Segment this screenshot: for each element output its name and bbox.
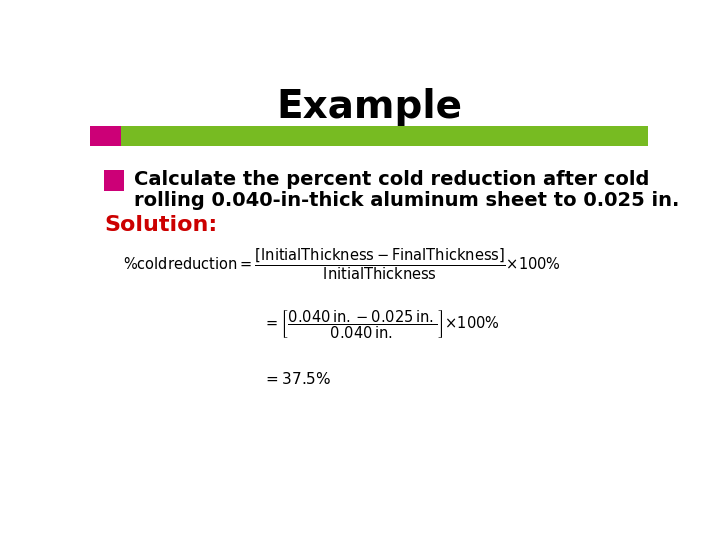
Text: $=\left[\dfrac{0.040\,\mathrm{in.}-0.025\,\mathrm{in.}}{0.040\,\mathrm{in.}}\rig: $=\left[\dfrac{0.040\,\mathrm{in.}-0.025… (263, 308, 500, 341)
FancyBboxPatch shape (121, 126, 648, 146)
Text: $=37.5\%$: $=37.5\%$ (263, 371, 331, 387)
Text: Example: Example (276, 87, 462, 126)
FancyBboxPatch shape (104, 170, 124, 191)
Text: rolling 0.040-in-thick aluminum sheet to 0.025 in.: rolling 0.040-in-thick aluminum sheet to… (133, 191, 679, 210)
Text: $\%\mathrm{coldreduction}{=}\dfrac{\left[\mathrm{InitialThickness}-\mathrm{Final: $\%\mathrm{coldreduction}{=}\dfrac{\left… (124, 247, 562, 282)
Text: Solution:: Solution: (104, 215, 217, 235)
FancyBboxPatch shape (90, 126, 121, 146)
Text: Calculate the percent cold reduction after cold: Calculate the percent cold reduction aft… (133, 170, 649, 188)
